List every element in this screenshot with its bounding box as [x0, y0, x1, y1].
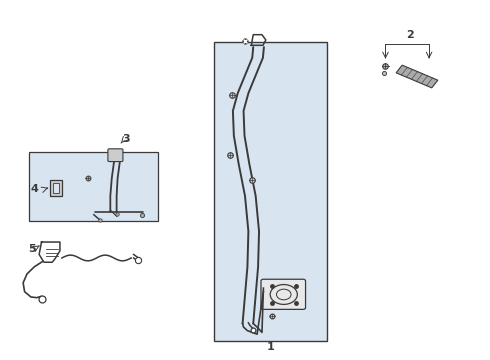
Text: 4: 4 — [30, 184, 38, 194]
FancyBboxPatch shape — [108, 149, 123, 162]
FancyBboxPatch shape — [29, 152, 158, 221]
Bar — [53, 183, 59, 193]
Text: 5: 5 — [28, 244, 36, 254]
Bar — [50, 180, 62, 195]
Text: 1: 1 — [267, 342, 274, 352]
FancyBboxPatch shape — [261, 279, 306, 309]
Polygon shape — [396, 65, 438, 88]
Text: 3: 3 — [122, 134, 130, 144]
Text: 2: 2 — [406, 30, 414, 40]
FancyBboxPatch shape — [214, 42, 327, 341]
